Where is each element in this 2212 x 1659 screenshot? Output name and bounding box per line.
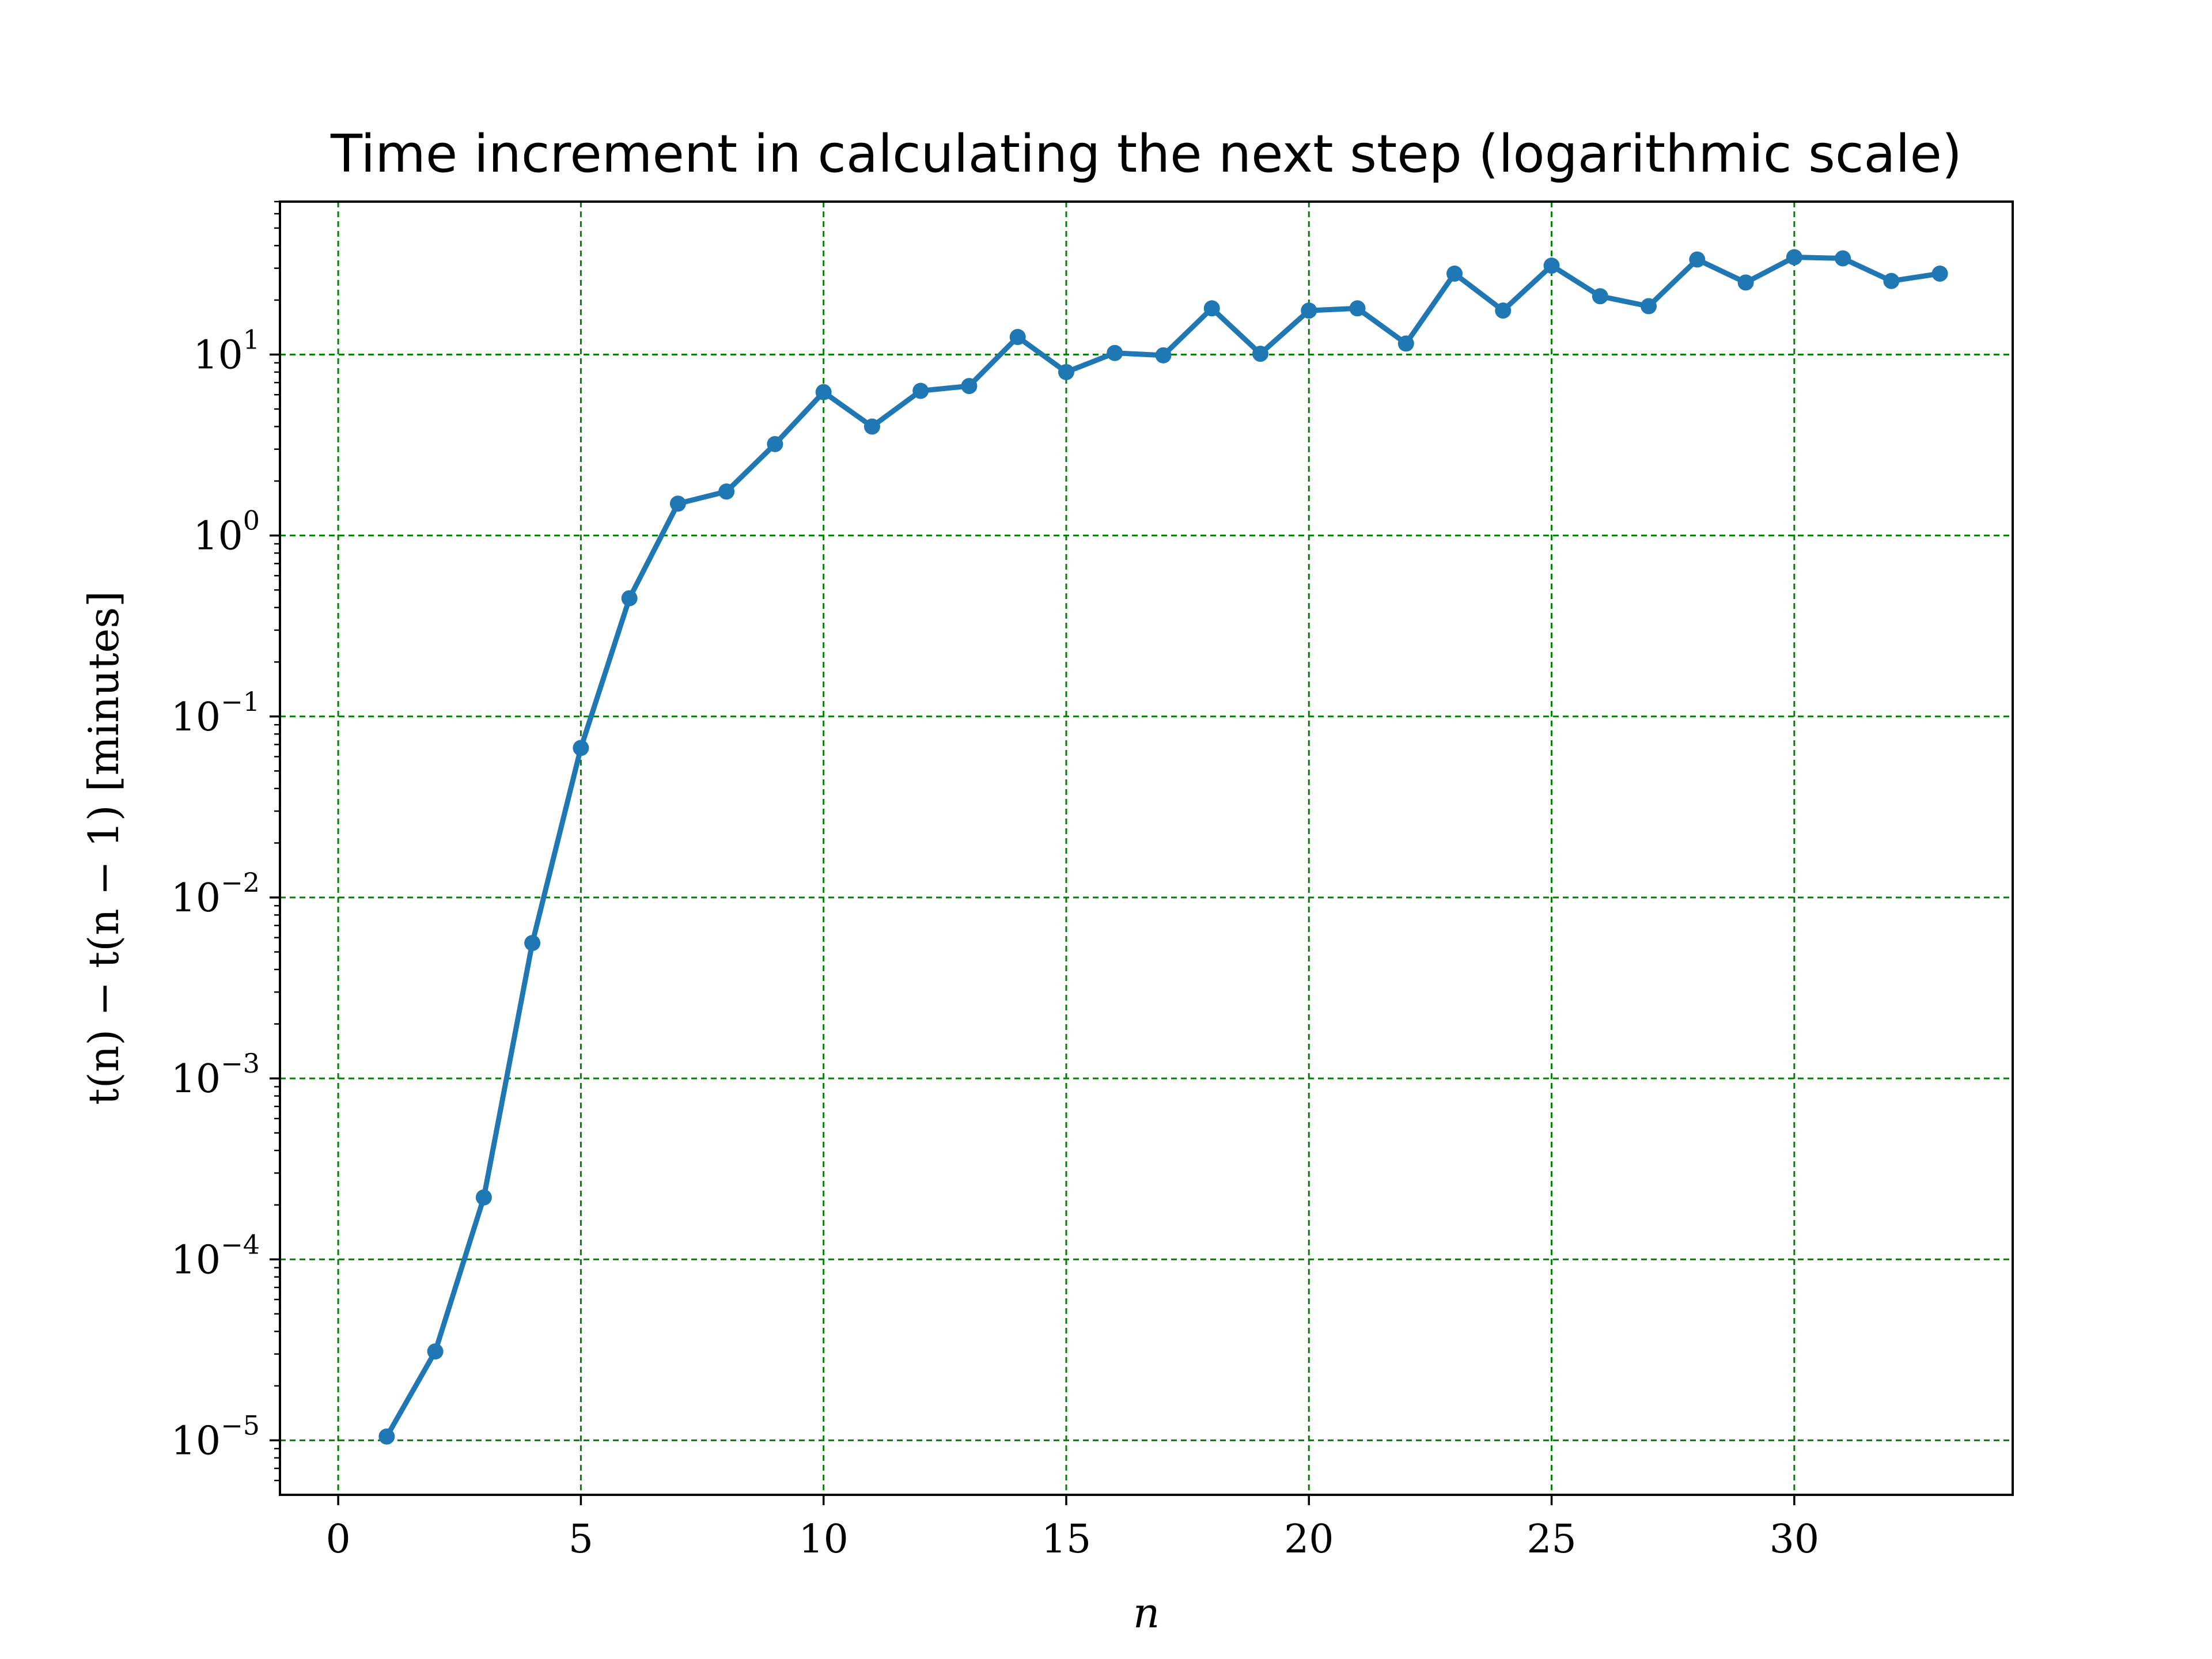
data-point bbox=[1397, 335, 1414, 352]
y-axis-label: t(n) − t(n − 1) [minutes] bbox=[79, 591, 128, 1105]
y-tick-label: 10−2 bbox=[171, 867, 260, 921]
data-point bbox=[1107, 344, 1123, 361]
data-point bbox=[475, 1189, 492, 1206]
x-tick-label: 5 bbox=[569, 1517, 593, 1562]
series-layer bbox=[378, 249, 1948, 1445]
data-point bbox=[1835, 250, 1851, 267]
y-tick-label: 10−1 bbox=[171, 686, 260, 740]
data-point bbox=[1641, 298, 1657, 315]
data-point bbox=[1543, 257, 1560, 274]
data-point bbox=[427, 1343, 444, 1360]
x-tick-label: 25 bbox=[1527, 1517, 1577, 1562]
data-point bbox=[1203, 300, 1220, 317]
data-point bbox=[1058, 363, 1074, 380]
data-point bbox=[1301, 302, 1317, 319]
x-axis-label: n bbox=[1133, 1589, 1160, 1637]
data-point bbox=[1931, 266, 1948, 282]
data-point bbox=[669, 495, 686, 512]
chart-title: Time increment in calculating the next s… bbox=[330, 124, 1962, 184]
data-point bbox=[912, 382, 929, 399]
data-point bbox=[378, 1428, 395, 1445]
x-tick-label: 15 bbox=[1041, 1517, 1092, 1562]
data-point bbox=[1495, 302, 1512, 319]
y-tick-label: 100 bbox=[193, 505, 260, 559]
data-point bbox=[1737, 274, 1754, 291]
data-point bbox=[1446, 266, 1463, 282]
x-tick-label: 0 bbox=[325, 1517, 350, 1562]
data-point bbox=[1009, 329, 1026, 346]
data-point bbox=[573, 740, 589, 756]
data-point bbox=[1592, 288, 1608, 305]
plot-frame bbox=[279, 200, 2014, 1496]
data-point bbox=[1349, 300, 1366, 317]
data-point bbox=[718, 483, 735, 500]
ticks: 0 5 10 15 20 25 30 10−5 10−4 10−3 10−2 10−1 100 101 bbox=[171, 200, 1820, 1562]
data-point bbox=[621, 590, 638, 607]
data-point bbox=[767, 435, 783, 452]
y-tick-label: 10−5 bbox=[171, 1410, 260, 1464]
x-tick-label: 20 bbox=[1284, 1517, 1334, 1562]
data-point bbox=[1689, 251, 1706, 268]
data-point bbox=[1155, 347, 1172, 363]
x-tick-label: 30 bbox=[1770, 1517, 1820, 1562]
data-point bbox=[1252, 346, 1269, 362]
data-point bbox=[863, 418, 880, 435]
x-tick-label: 10 bbox=[798, 1517, 849, 1562]
data-point bbox=[815, 384, 832, 400]
data-point bbox=[1786, 249, 1802, 266]
data-point bbox=[961, 378, 978, 395]
data-point bbox=[524, 935, 541, 952]
y-tick-label: 10−3 bbox=[171, 1048, 260, 1102]
y-tick-label: 10−4 bbox=[171, 1229, 260, 1283]
y-tick-label: 101 bbox=[193, 324, 260, 378]
data-point bbox=[1883, 272, 1900, 289]
